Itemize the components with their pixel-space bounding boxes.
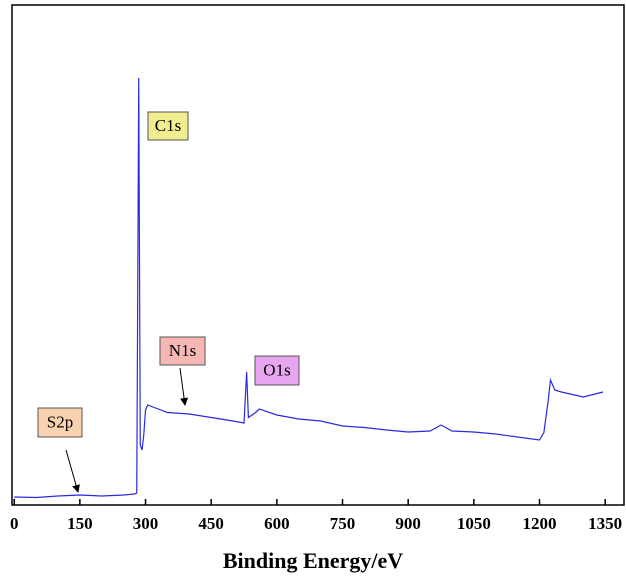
plot-frame: [11, 4, 625, 506]
x-tick-label: 1050: [457, 514, 491, 533]
x-tick-label: 450: [198, 514, 224, 533]
annotation-label: O1s: [263, 360, 290, 379]
annotation-box: [147, 111, 189, 141]
annotation-label: N1s: [169, 341, 196, 360]
annotation-arrow: [65, 449, 80, 493]
x-tick-label: 150: [67, 514, 93, 533]
annotation-box: [37, 407, 83, 438]
annotation-label: S2p: [47, 412, 73, 431]
x-tick-label: 900: [395, 514, 421, 533]
x-tick-label: 1350: [588, 514, 622, 533]
annotation-box: [159, 336, 206, 366]
x-tick-label: 600: [264, 514, 290, 533]
annotation-box: [254, 355, 300, 386]
x-axis-title: Binding Energy/eV: [223, 548, 403, 573]
spectrum-line: [14, 77, 604, 499]
x-tick-label: 1200: [523, 514, 557, 533]
x-tick-label: 0: [10, 514, 19, 533]
annotation-label: C1s: [155, 116, 181, 135]
x-tick-label: 300: [133, 514, 159, 533]
annotation-arrow: [179, 367, 189, 406]
x-tick-label: 750: [330, 514, 356, 533]
